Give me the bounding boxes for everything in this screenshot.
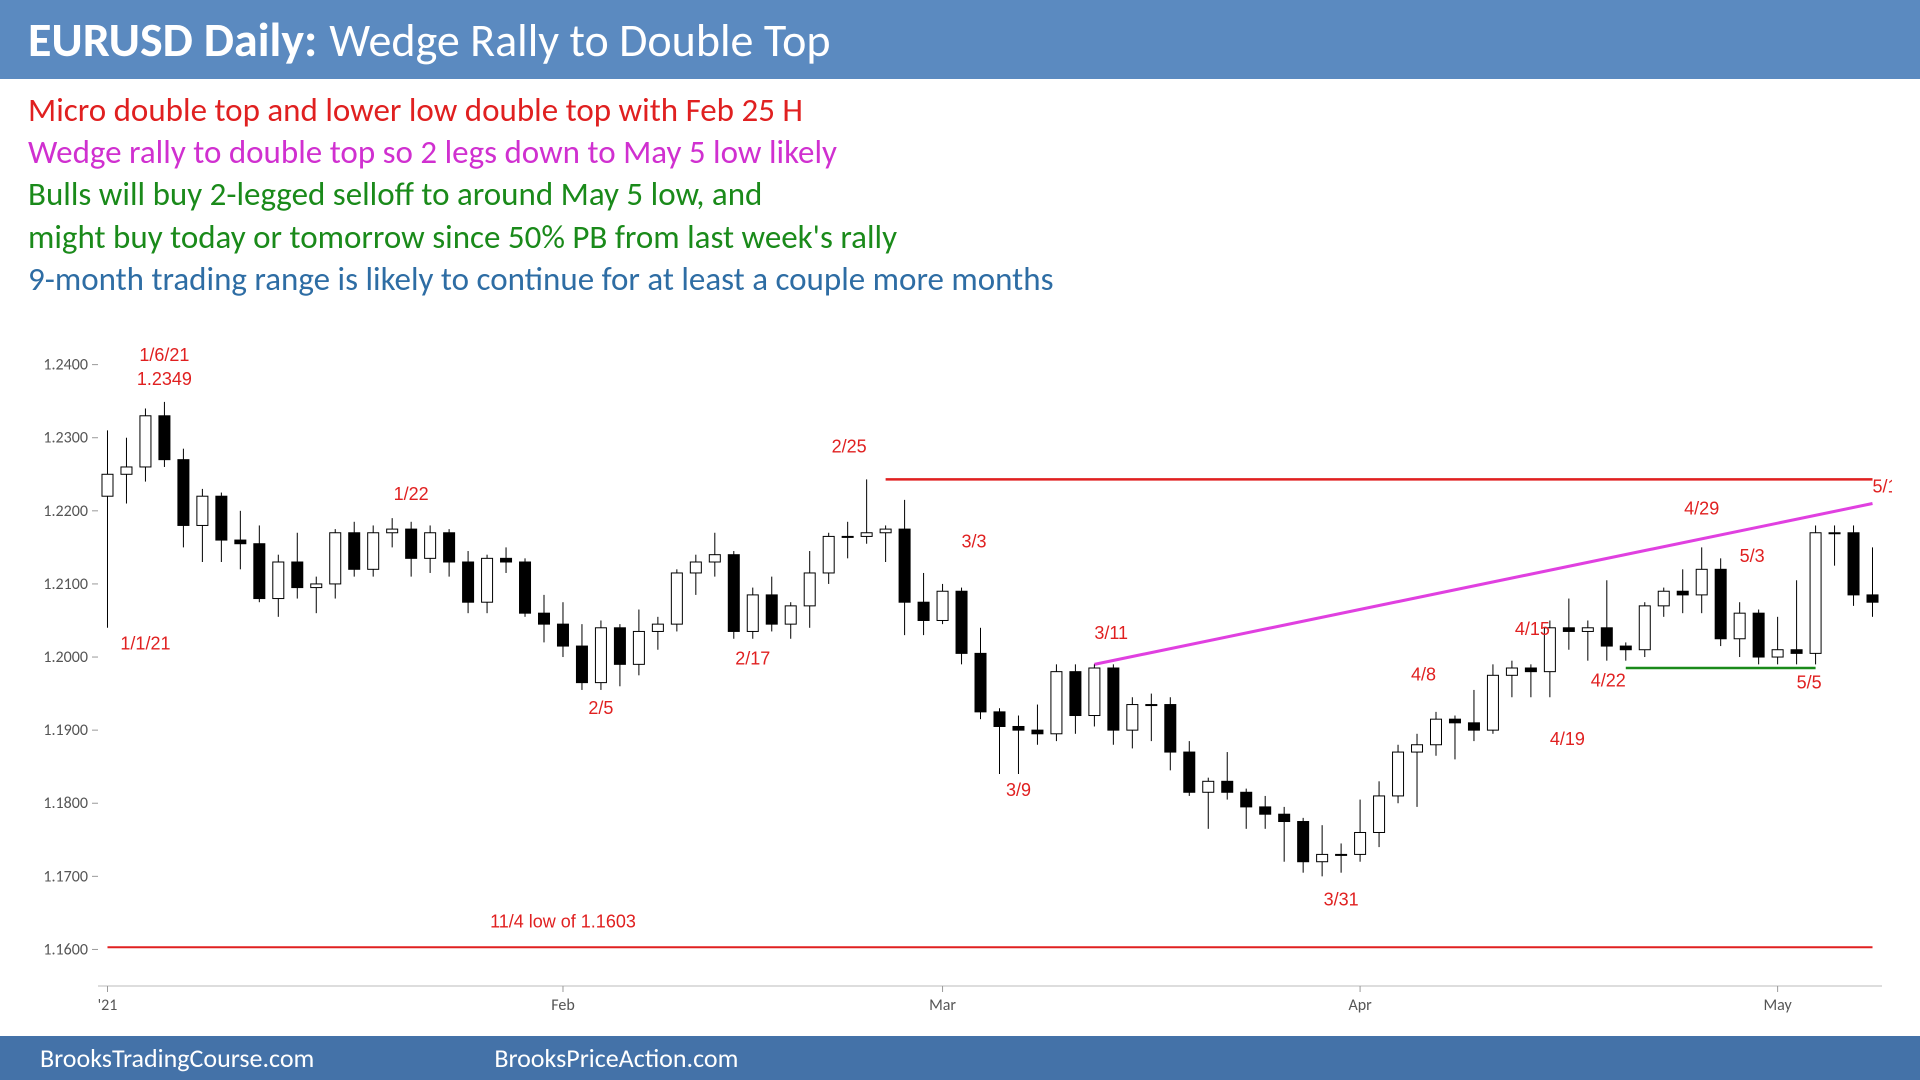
svg-text:1.1800: 1.1800 <box>43 794 88 813</box>
svg-text:May: May <box>1763 996 1792 1015</box>
annotation: 4/29 <box>1684 498 1719 518</box>
commentary-line-4: might buy today or tomorrow since 50% PB… <box>28 216 1892 258</box>
footer-site-2: BrooksPriceAction.com <box>494 1042 738 1074</box>
footer-bar: BrooksTradingCourse.com BrooksPriceActio… <box>0 1036 1920 1080</box>
svg-text:1.2400: 1.2400 <box>43 356 88 375</box>
annotation: 5/11 <box>1873 477 1892 497</box>
commentary: Micro double top and lower low double to… <box>0 79 1920 306</box>
annotation: 1.2349 <box>137 369 192 389</box>
annotation: 1/22 <box>394 484 429 504</box>
svg-text:Apr: Apr <box>1348 996 1372 1015</box>
svg-text:'21: '21 <box>98 996 118 1015</box>
annotation: 4/15 <box>1515 619 1550 639</box>
annotation: 4/8 <box>1411 664 1436 684</box>
svg-text:1.1600: 1.1600 <box>43 940 88 959</box>
svg-text:Feb: Feb <box>551 996 574 1015</box>
annotation: 3/9 <box>1006 780 1031 800</box>
chart-svg: 1.1600 1.1700 1.1800 1.1900 1.2000 1.2100 1.22… <box>28 344 1892 1020</box>
annotation: 2/17 <box>735 648 770 668</box>
candlestick-chart: 1.1600 1.1700 1.1800 1.1900 1.2000 1.2100 1.22… <box>28 344 1892 1020</box>
title-main: EURUSD Daily: <box>28 10 317 69</box>
title-sub: Wedge Rally to Double Top <box>329 13 830 69</box>
annotation: 2/25 <box>832 436 867 456</box>
commentary-line-2: Wedge rally to double top so 2 legs down… <box>28 131 1892 173</box>
svg-text:1.2200: 1.2200 <box>43 502 88 521</box>
svg-text:1.2300: 1.2300 <box>43 429 88 448</box>
svg-text:Mar: Mar <box>929 996 956 1015</box>
annotation: 3/31 <box>1324 890 1359 910</box>
svg-text:1.1700: 1.1700 <box>43 867 88 886</box>
annotation: 4/22 <box>1591 670 1626 690</box>
svg-text:1.1900: 1.1900 <box>43 721 88 740</box>
annotation: 2/5 <box>588 698 613 718</box>
commentary-line-1: Micro double top and lower low double to… <box>28 89 1892 131</box>
annotation: 1/1/21 <box>120 634 170 654</box>
title-bar: EURUSD Daily: Wedge Rally to Double Top <box>0 0 1920 79</box>
commentary-line-5: 9-month trading range is likely to conti… <box>28 258 1892 300</box>
annotation: 1/6/21 <box>139 345 189 365</box>
svg-text:1.2000: 1.2000 <box>43 648 88 667</box>
annotation: 4/19 <box>1550 729 1585 749</box>
annotation: 5/5 <box>1797 672 1822 692</box>
annotation: 11/4 low of 1.1603 <box>490 912 636 932</box>
commentary-line-3: Bulls will buy 2-legged selloff to aroun… <box>28 173 1892 215</box>
annotation: 3/3 <box>962 531 987 551</box>
footer-site-1: BrooksTradingCourse.com <box>40 1042 314 1074</box>
annotation: 3/11 <box>1094 623 1128 643</box>
annotation: 5/3 <box>1740 546 1765 566</box>
svg-text:1.2100: 1.2100 <box>43 575 88 594</box>
